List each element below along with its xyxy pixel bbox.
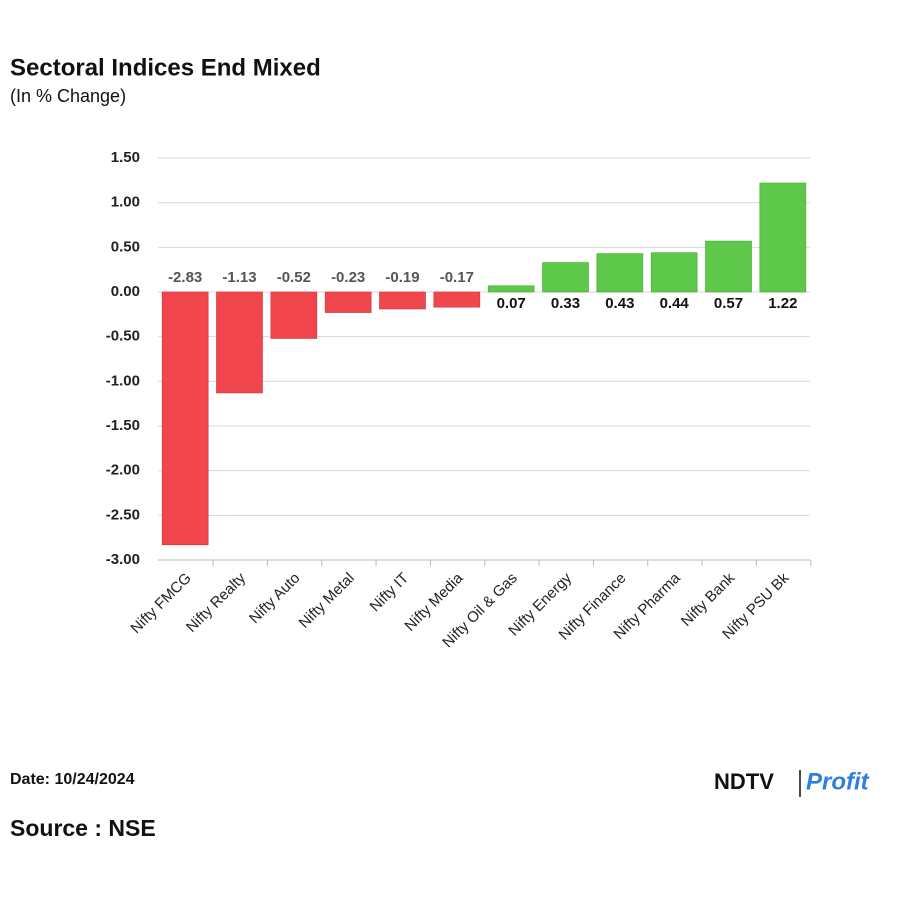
value-label: 0.07 [497, 295, 526, 312]
value-label: 0.43 [605, 295, 634, 312]
bar [759, 182, 807, 293]
y-tick-label: -1.00 [106, 372, 140, 389]
bar [487, 285, 535, 293]
x-tick-label: Nifty Realty [183, 569, 250, 636]
y-tick-label: 1.00 [111, 194, 140, 211]
bar [324, 291, 372, 313]
y-tick-label: -2.00 [106, 462, 140, 479]
logo-product: Profit [806, 768, 870, 795]
y-tick-label: -2.50 [106, 506, 140, 523]
value-label: -0.52 [277, 269, 311, 286]
value-label: -0.23 [331, 269, 365, 286]
x-tick-label: Nifty Auto [246, 570, 303, 627]
value-label: 0.33 [551, 295, 580, 312]
bar [161, 291, 209, 546]
value-label: 0.44 [660, 295, 690, 312]
bar [379, 291, 426, 310]
bar [216, 291, 263, 394]
bar [270, 291, 318, 339]
y-tick-label: 0.00 [111, 283, 140, 300]
logo-brand: NDTV [714, 769, 774, 794]
bar [705, 240, 752, 293]
y-tick-label: 1.50 [111, 149, 140, 166]
y-tick-label: -3.00 [106, 551, 140, 568]
bar [650, 252, 698, 293]
value-label: -1.13 [222, 269, 256, 286]
value-label: -0.17 [440, 269, 474, 286]
bar [596, 253, 644, 293]
chart-title: Sectoral Indices End Mixed [10, 54, 321, 81]
value-label: -0.19 [385, 269, 419, 286]
x-tick-label: Nifty IT [367, 570, 413, 616]
x-tick-label: Nifty Metal [296, 570, 358, 632]
date: Date: 10/24/2024 [10, 771, 135, 788]
chart-subtitle: (In % Change) [10, 86, 126, 106]
value-label: 1.22 [768, 295, 797, 312]
y-tick-label: -1.50 [106, 417, 140, 434]
y-tick-label: -0.50 [106, 328, 140, 345]
value-label: -2.83 [168, 269, 202, 286]
bar [542, 262, 589, 293]
source: Source : NSE [10, 815, 156, 841]
bar [433, 291, 481, 308]
y-tick-label: 0.50 [111, 238, 140, 255]
value-label: 0.57 [714, 295, 743, 312]
